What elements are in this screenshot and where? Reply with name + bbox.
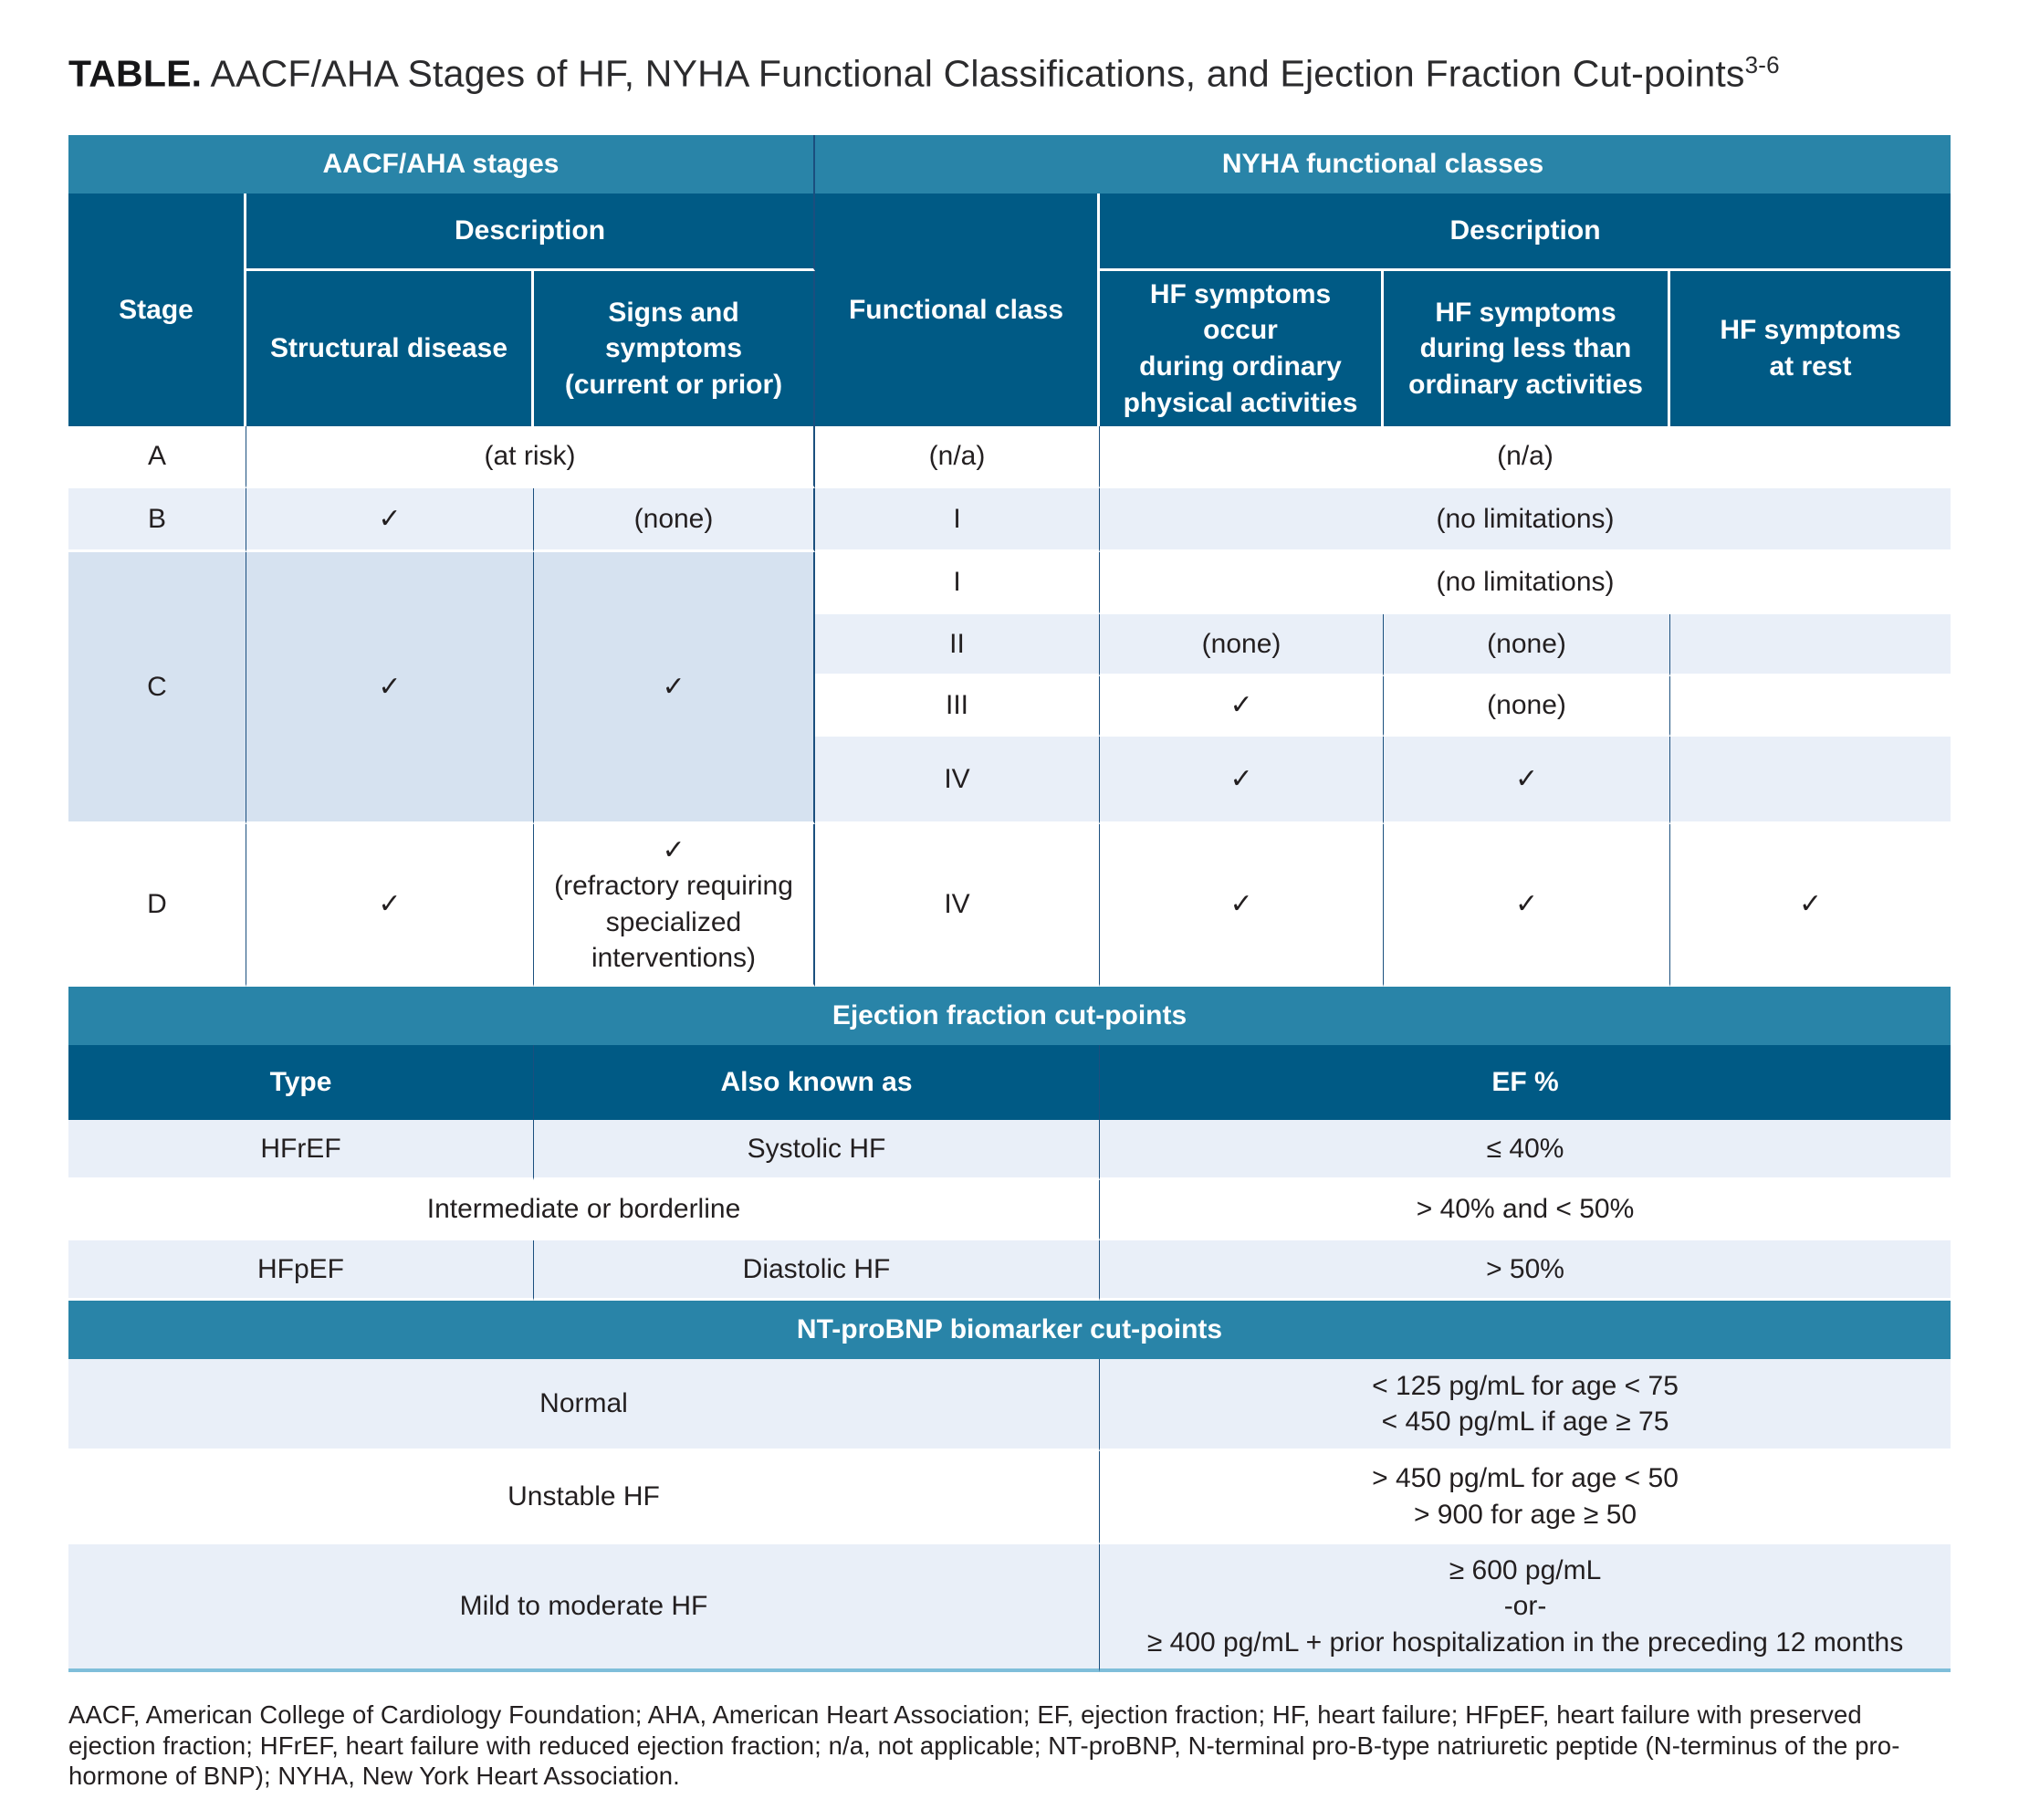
ef-hfref-row: HFrEF Systolic HF ≤ 40% — [68, 1120, 1951, 1181]
stage-b-signs-cell: (none) — [534, 488, 816, 553]
stage-a-label: A — [68, 426, 246, 489]
ef-section-header-row: Ejection fraction cut-points — [68, 987, 1951, 1046]
stage-c-class-iii-ordinary-check: ✓ — [1100, 676, 1385, 737]
bnp-normal-label: Normal — [68, 1359, 1101, 1452]
stage-c-class-ii-label: II — [815, 614, 1101, 677]
ef-hfref-type-cell: HFrEF — [68, 1120, 534, 1181]
ef-intermediate-type-cell: Intermediate or borderline — [68, 1180, 1101, 1241]
stage-a-at-risk-cell: (at risk) — [246, 426, 816, 489]
stage-c-class-iii-rest-cell — [1670, 676, 1951, 737]
ef-hfpef-pct-cell: > 50% — [1100, 1240, 1951, 1302]
stage-c-class-iv-ordinary-check: ✓ — [1100, 737, 1385, 825]
ef-hfpef-type-cell: HFpEF — [68, 1240, 534, 1302]
ef-type-column-header: Type — [68, 1045, 534, 1121]
stage-c-class-i-symptoms-cell: (no limitations) — [1100, 552, 1951, 615]
stage-c-class-iii-less-cell: (none) — [1384, 676, 1671, 737]
bnp-normal-row: Normal < 125 pg/mL for age < 75 < 450 pg… — [68, 1359, 1951, 1452]
stage-c-class-i-label: I — [815, 552, 1101, 615]
column-labels-row: Structural disease Signs and symptoms (c… — [68, 270, 1951, 427]
nyha-group-header: NYHA functional classes — [815, 134, 1951, 194]
stage-d-label: D — [68, 824, 246, 988]
hf-less-ordinary-column-header: HF symptoms during less than ordinary ac… — [1384, 270, 1671, 427]
hf-rest-column-header: HF symptoms at rest — [1670, 270, 1951, 427]
stage-d-signs-cell: ✓ (refractory requiring specialized inte… — [534, 824, 816, 988]
bnp-mild-moderate-label: Mild to moderate HF — [68, 1544, 1101, 1673]
ef-section-header: Ejection fraction cut-points — [68, 987, 1951, 1046]
bnp-unstable-row: Unstable HF > 450 pg/mL for age < 50 > 9… — [68, 1451, 1951, 1545]
group-header-row: AACF/AHA stages NYHA functional classes — [68, 134, 1951, 194]
bnp-section-header-row: NT-proBNP biomarker cut-points — [68, 1301, 1951, 1360]
stage-c-class-i-row: C ✓ ✓ I (no limitations) — [68, 552, 1951, 825]
stage-c-class-iv-less-check: ✓ — [1384, 737, 1671, 825]
stage-d-row: D ✓ ✓ (refractory requiring specialized … — [68, 824, 1951, 988]
stage-b-label: B — [68, 488, 246, 553]
table-title-reference: 3-6 — [1744, 51, 1780, 78]
stage-c-signs-check: ✓ — [534, 552, 816, 825]
ef-hfref-pct-cell: ≤ 40% — [1100, 1120, 1951, 1181]
stage-d-less-check: ✓ — [1384, 824, 1671, 988]
hf-classification-table: AACF/AHA stages NYHA functional classes … — [68, 134, 1951, 1673]
hf-ordinary-column-header: HF symptoms occur during ordinary physic… — [1100, 270, 1385, 427]
aacf-group-header: AACF/AHA stages — [68, 134, 816, 194]
bnp-mild-moderate-row: Mild to moderate HF ≥ 600 pg/mL -or- ≥ 4… — [68, 1544, 1951, 1673]
stage-c-class-ii-rest-cell — [1670, 614, 1951, 677]
bnp-normal-value: < 125 pg/mL for age < 75 < 450 pg/mL if … — [1100, 1359, 1951, 1452]
ef-pct-column-header: EF % — [1100, 1045, 1951, 1121]
stage-c-class-iv-rest-cell — [1670, 737, 1951, 825]
stage-b-symptoms-cell: (no limitations) — [1100, 488, 1951, 553]
nyha-description-header: Description — [1100, 193, 1951, 271]
stage-c-class-iv-label: IV — [815, 737, 1101, 825]
stage-c-class-iii-row: III ✓ (none) — [68, 676, 1951, 737]
stage-c-structural-check: ✓ — [246, 552, 534, 825]
stage-c-class-iv-row: IV ✓ ✓ — [68, 737, 1951, 825]
ef-hfref-aka-cell: Systolic HF — [534, 1120, 1101, 1181]
ef-hfpef-aka-cell: Diastolic HF — [534, 1240, 1101, 1302]
stage-c-class-ii-row: II (none) (none) — [68, 614, 1951, 677]
stage-c-label: C — [68, 552, 246, 825]
description-header-row: Stage Description Functional class Descr… — [68, 193, 1951, 427]
table-title-text: AACF/AHA Stages of HF, NYHA Functional C… — [202, 52, 1745, 95]
abbreviations-footnote: AACF, American College of Cardiology Fou… — [68, 1700, 1900, 1791]
stage-d-rest-check: ✓ — [1670, 824, 1951, 988]
stage-d-ordinary-check: ✓ — [1100, 824, 1385, 988]
signs-symptoms-column-header: Signs and symptoms (current or prior) — [534, 270, 816, 427]
stage-d-functional-class-cell: IV — [815, 824, 1101, 988]
table-title-prefix: TABLE. — [68, 52, 203, 95]
stage-a-row: A (at risk) (n/a) (n/a) — [68, 426, 1951, 489]
stage-a-symptoms-cell: (n/a) — [1100, 426, 1951, 489]
stage-c-class-ii-ordinary-cell: (none) — [1100, 614, 1385, 677]
structural-disease-column-header: Structural disease — [246, 270, 534, 427]
ef-column-header-row: Type Also known as EF % — [68, 1045, 1951, 1121]
bnp-unstable-value: > 450 pg/mL for age < 50 > 900 for age ≥… — [1100, 1451, 1951, 1545]
bnp-mild-moderate-value: ≥ 600 pg/mL -or- ≥ 400 pg/mL + prior hos… — [1100, 1544, 1951, 1673]
stage-c-class-ii-less-cell: (none) — [1384, 614, 1671, 677]
stage-b-row: B ✓ (none) I (no limitations) — [68, 488, 1951, 553]
stage-b-functional-class-cell: I — [815, 488, 1101, 553]
table-title: TABLE. AACF/AHA Stages of HF, NYHA Funct… — [68, 51, 1951, 97]
stage-d-structural-check: ✓ — [246, 824, 534, 988]
stage-column-header: Stage — [68, 193, 246, 427]
aacf-description-header: Description — [246, 193, 816, 271]
ef-hfpef-row: HFpEF Diastolic HF > 50% — [68, 1240, 1951, 1302]
bnp-unstable-label: Unstable HF — [68, 1451, 1101, 1545]
ef-intermediate-pct-cell: > 40% and < 50% — [1100, 1180, 1951, 1241]
ef-intermediate-row: Intermediate or borderline > 40% and < 5… — [68, 1180, 1951, 1241]
stage-b-structural-check: ✓ — [246, 488, 534, 553]
stage-c-class-iii-label: III — [815, 676, 1101, 737]
ef-aka-column-header: Also known as — [534, 1045, 1101, 1121]
bnp-section-header: NT-proBNP biomarker cut-points — [68, 1301, 1951, 1360]
functional-class-column-header: Functional class — [815, 193, 1101, 427]
stage-a-functional-class-cell: (n/a) — [815, 426, 1101, 489]
